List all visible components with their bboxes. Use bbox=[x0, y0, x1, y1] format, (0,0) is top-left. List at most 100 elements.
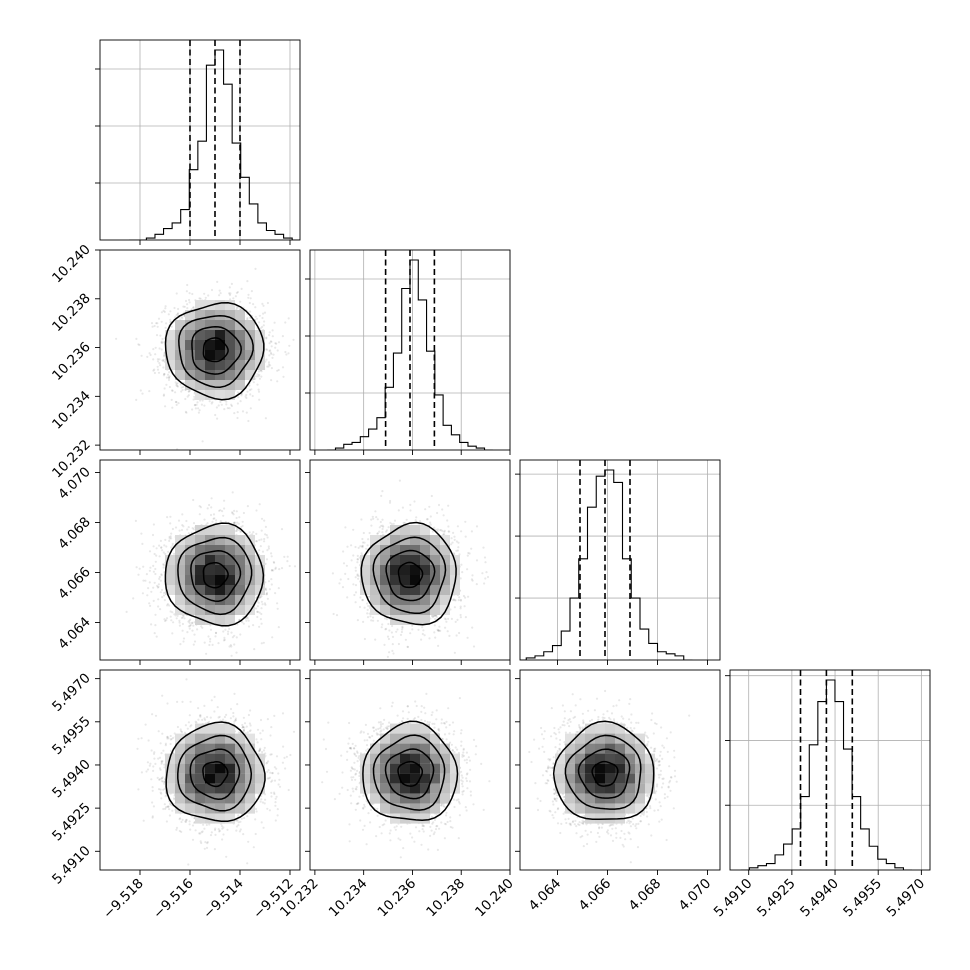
sample-point bbox=[254, 797, 257, 801]
sample-point bbox=[563, 710, 566, 713]
sample-point bbox=[647, 740, 650, 743]
density-cell bbox=[420, 585, 430, 595]
sample-point bbox=[358, 605, 362, 609]
sample-point bbox=[164, 307, 167, 310]
density-cell bbox=[370, 773, 380, 784]
sample-point bbox=[359, 819, 362, 822]
sample-point bbox=[411, 628, 414, 631]
density-cell bbox=[235, 555, 245, 565]
sample-point bbox=[577, 823, 580, 826]
sample-point bbox=[160, 797, 163, 800]
sample-point bbox=[199, 715, 202, 718]
sample-point bbox=[258, 549, 261, 552]
sample-point bbox=[216, 280, 219, 283]
sample-point bbox=[555, 797, 559, 800]
sample-point bbox=[198, 832, 201, 835]
sample-point bbox=[432, 616, 435, 619]
density-cell bbox=[195, 390, 205, 400]
sample-point bbox=[557, 807, 560, 810]
sample-point bbox=[657, 764, 660, 767]
density-cell bbox=[635, 743, 645, 754]
sample-point bbox=[536, 808, 540, 812]
sample-point bbox=[572, 820, 575, 823]
density-cell bbox=[380, 545, 390, 555]
sample-point bbox=[327, 721, 330, 724]
density-cell bbox=[390, 793, 400, 804]
density-cell bbox=[195, 575, 205, 585]
sample-point bbox=[158, 778, 161, 781]
sample-point bbox=[177, 519, 181, 522]
sample-point bbox=[155, 322, 158, 325]
sample-point bbox=[653, 748, 656, 751]
sample-point bbox=[168, 385, 171, 389]
sample-point bbox=[567, 719, 570, 722]
sample-point bbox=[464, 596, 467, 599]
sample-point bbox=[388, 629, 391, 632]
sample-point bbox=[213, 517, 216, 520]
density-cell bbox=[215, 350, 225, 360]
sample-point bbox=[250, 290, 253, 293]
density-cell bbox=[430, 753, 440, 764]
sample-point bbox=[208, 503, 211, 507]
sample-point bbox=[462, 747, 465, 750]
sample-point bbox=[192, 498, 195, 502]
sample-point bbox=[225, 713, 228, 717]
sample-point bbox=[167, 313, 170, 316]
sample-point bbox=[673, 769, 677, 772]
sample-point bbox=[456, 748, 459, 751]
density-cell bbox=[390, 585, 400, 595]
sample-point bbox=[140, 354, 143, 357]
sample-point bbox=[363, 803, 366, 806]
sample-point bbox=[246, 317, 249, 320]
sample-point bbox=[354, 772, 358, 775]
sample-point bbox=[420, 843, 423, 846]
sample-point bbox=[188, 627, 191, 630]
sample-point bbox=[260, 821, 263, 824]
sample-point bbox=[192, 624, 195, 627]
density-cell bbox=[420, 763, 430, 774]
sample-point bbox=[459, 599, 462, 602]
sample-point bbox=[236, 416, 239, 420]
sample-point bbox=[361, 546, 364, 549]
sample-point bbox=[223, 638, 226, 642]
density-cell bbox=[235, 733, 245, 744]
sample-point bbox=[381, 722, 384, 726]
sample-point bbox=[348, 823, 351, 826]
sample-point bbox=[159, 768, 162, 772]
sample-point bbox=[388, 832, 391, 835]
sample-point bbox=[256, 615, 259, 619]
sample-point bbox=[608, 716, 611, 720]
contour-line bbox=[564, 734, 642, 810]
sample-point bbox=[263, 537, 266, 541]
sample-point bbox=[552, 803, 555, 806]
sample-point bbox=[209, 640, 212, 643]
sample-point bbox=[386, 727, 389, 730]
sample-point bbox=[248, 301, 251, 305]
sample-point bbox=[169, 749, 173, 753]
density-cell bbox=[225, 340, 235, 350]
sample-point bbox=[381, 524, 384, 527]
sample-point bbox=[455, 634, 458, 637]
sample-point bbox=[464, 806, 467, 809]
sample-point bbox=[546, 770, 549, 773]
sample-point bbox=[624, 838, 627, 841]
sample-point bbox=[227, 630, 230, 633]
sample-point bbox=[457, 546, 460, 549]
sample-point bbox=[157, 788, 161, 791]
sample-point bbox=[399, 838, 402, 841]
sample-point bbox=[263, 802, 266, 805]
sample-point bbox=[229, 707, 233, 711]
sample-point bbox=[236, 402, 239, 405]
sample-point bbox=[457, 800, 461, 804]
sample-point bbox=[597, 718, 600, 721]
sample-point bbox=[442, 533, 445, 536]
sample-point bbox=[451, 749, 454, 752]
sample-point bbox=[602, 713, 605, 716]
sample-point bbox=[180, 316, 183, 319]
sample-point bbox=[265, 534, 268, 537]
sample-point bbox=[379, 727, 382, 730]
density-cell bbox=[410, 783, 420, 794]
sample-point bbox=[443, 533, 446, 536]
sample-point bbox=[163, 618, 166, 621]
sample-point bbox=[385, 618, 388, 621]
